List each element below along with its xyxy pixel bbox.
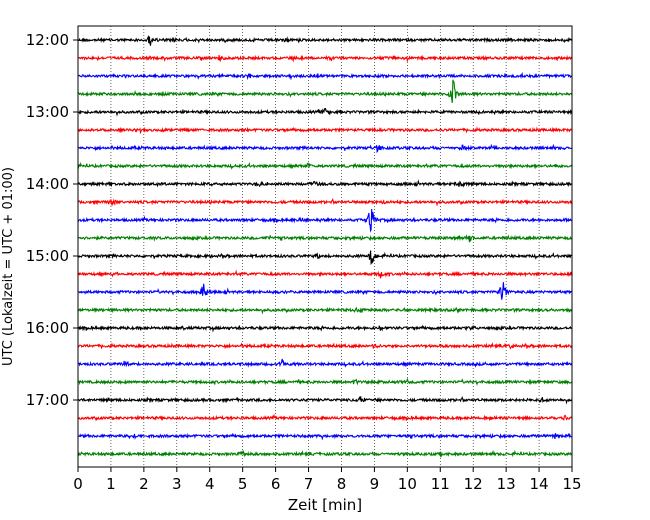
trace-1245	[77, 79, 573, 103]
y-axis-label: UTC (Lokalzeit = UTC + 01:00)	[1, 167, 16, 366]
x-tick-label: 4	[205, 475, 215, 493]
traces	[77, 34, 573, 458]
y-tick-label: 14:00	[26, 175, 69, 193]
trace-1500	[78, 250, 573, 266]
trace-1400	[77, 179, 573, 188]
x-tick-label: 5	[238, 475, 248, 493]
trace-1645	[77, 377, 573, 386]
y-tick-label: 16:00	[26, 319, 69, 337]
y-axis-ticks: 12:00 13:00 14:00 15:00 16:00 17:00	[26, 31, 78, 409]
x-tick-label: 1	[106, 475, 116, 493]
plot-frame	[77, 25, 573, 468]
trace-1215	[77, 54, 573, 63]
trace-1545	[77, 306, 573, 315]
trace-1415	[77, 197, 573, 207]
trace-1330	[77, 143, 573, 154]
y-tick-label: 12:00	[26, 31, 69, 49]
x-tick-label: 7	[304, 475, 314, 493]
trace-1300	[77, 108, 573, 117]
x-tick-label: 15	[562, 475, 581, 493]
y-tick-label: 17:00	[26, 391, 69, 409]
x-tick-label: 0	[73, 475, 83, 493]
y-tick-label: 15:00	[26, 247, 69, 265]
trace-1700	[77, 395, 573, 405]
x-tick-label: 14	[530, 475, 549, 493]
x-tick-label: 8	[337, 475, 347, 493]
x-tick-label: 13	[497, 475, 516, 493]
trace-1445	[77, 234, 573, 243]
trace-1315	[77, 126, 573, 135]
trace-1630	[77, 358, 573, 368]
trace-1530	[78, 282, 573, 300]
x-axis-ticks: 0 1 2 3 4 5 6 7 8 9 10 11 12 13 14 15	[73, 467, 582, 493]
x-tick-label: 3	[172, 475, 182, 493]
x-tick-label: 11	[431, 475, 450, 493]
trace-1615	[78, 342, 573, 350]
trace-1345	[77, 161, 573, 170]
x-tick-label: 12	[464, 475, 483, 493]
trace-1600	[77, 324, 573, 333]
trace-1515	[77, 269, 573, 279]
trace-1200	[77, 34, 573, 46]
x-tick-label: 9	[370, 475, 380, 493]
trace-1715	[77, 413, 573, 422]
x-axis-label: Zeit [min]	[288, 496, 362, 514]
x-tick-label: 10	[398, 475, 417, 493]
trace-1230	[77, 71, 573, 81]
y-tick-label: 13:00	[26, 103, 69, 121]
trace-1430	[77, 208, 573, 233]
x-tick-label: 2	[139, 475, 149, 493]
trace-1730	[77, 432, 573, 441]
x-tick-label: 6	[271, 475, 281, 493]
trace-1745	[77, 449, 573, 458]
